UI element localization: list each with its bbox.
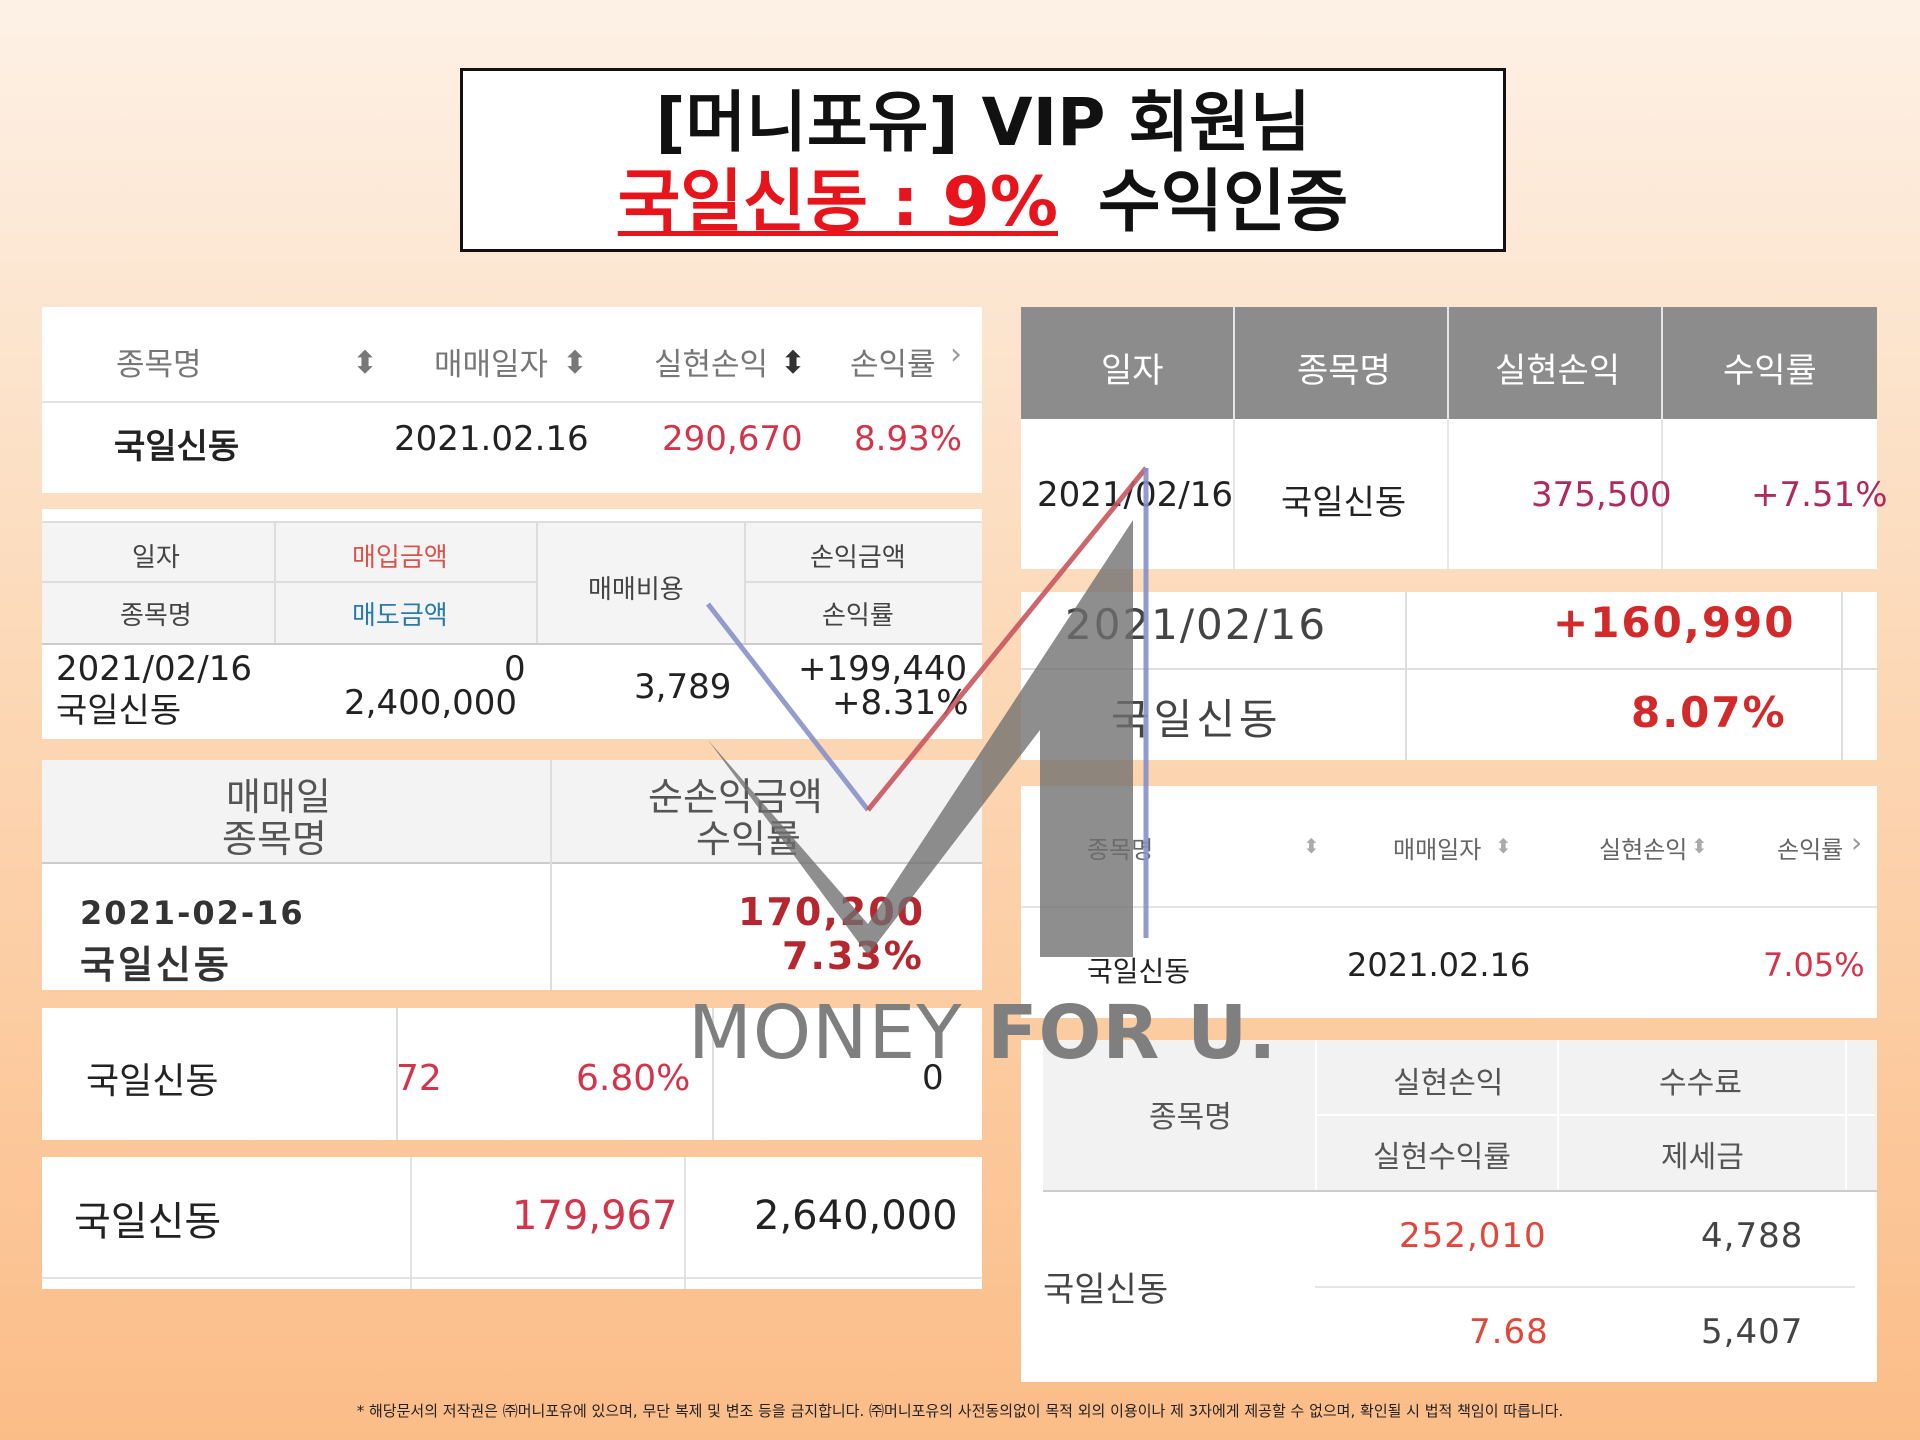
realized-pnl: 179,967: [512, 1193, 678, 1239]
chevron-right-icon[interactable]: ›: [1851, 826, 1863, 859]
value: 0: [922, 1058, 944, 1098]
header-trade-date[interactable]: 매매일자: [434, 347, 549, 383]
trade-summary-panel-a: 종목명 ⬍ 매매일자 ⬍ 실현손익 ⬍ 손익률 › 국일신동 2021.02.1…: [42, 307, 982, 493]
realized-pnl: +160,990: [1553, 598, 1796, 647]
copyright-notice: * 해당문서의 저작권은 ㈜머니포유에 있으며, 무단 복제 및 변조 등을 금…: [356, 1402, 1564, 1420]
header-realized-pnl: 실현손익: [1495, 351, 1621, 391]
title-line1: [머니포유] VIP 회원님: [655, 84, 1311, 161]
sort-icon[interactable]: ⬍: [562, 345, 588, 381]
table-header: 종목명 실현손익 수수료 실현수익률 제세금: [1043, 1040, 1877, 1192]
realized-pnl: 375,500: [1531, 475, 1672, 515]
header-return-rate: 손익률: [822, 601, 894, 631]
trade-date: 2021/02/16: [56, 649, 252, 689]
header-date: 일자: [1101, 351, 1164, 391]
header-return-rate[interactable]: 손익률: [850, 347, 936, 383]
header-return-rate: 수익률: [696, 817, 801, 861]
header-realized-pnl[interactable]: 실현손익: [654, 347, 769, 383]
trade-date: 2021.02.16: [394, 419, 589, 459]
title-line2: 국일신동 : 9% 수익인증: [463, 163, 1503, 243]
header-stock-name: 종목명: [120, 601, 192, 631]
table-header: 일자 매입금액 매매비용 손익금액 종목명 매도금액 손익률: [42, 521, 982, 645]
header-trade-date: 매매일: [226, 775, 331, 819]
realized-pnl: 252,010: [1399, 1216, 1547, 1256]
stock-name: 국일신동: [1281, 483, 1407, 523]
header-return-rate: 수익률: [1723, 351, 1817, 391]
table-header: 매매일 종목명 순손익금액 수익률: [42, 760, 982, 990]
sell-amount: 2,400,000: [344, 683, 518, 723]
title-suffix: 수익인증: [1097, 163, 1349, 242]
stock-name: 국일신동: [1087, 955, 1191, 988]
trade-summary-panel-e[interactable]: 국일신동 179,967 2,640,000: [42, 1157, 982, 1289]
trade-cost: 3,789: [634, 667, 732, 707]
title-highlight: 국일신동 : 9%: [617, 163, 1058, 242]
stock-name: 국일신동: [80, 943, 232, 987]
table-header: 일자 종목명 실현손익 수익률: [1021, 307, 1877, 419]
sort-desc-icon[interactable]: ⬍: [780, 345, 806, 381]
fee: 4,788: [1701, 1216, 1804, 1256]
stock-name: 국일신동: [86, 1061, 219, 1102]
sort-icon[interactable]: ⬍: [1303, 834, 1320, 858]
return-rate: 8.93%: [854, 419, 963, 459]
header-buy-amount: 매입금액: [352, 543, 448, 573]
trade-summary-panel-b: 일자 매입금액 매매비용 손익금액 종목명 매도금액 손익률 2021/02/1…: [42, 509, 982, 739]
sort-icon[interactable]: ⬍: [1495, 834, 1512, 858]
realized-rate: 7.68: [1469, 1312, 1549, 1352]
return-rate: 6.80%: [576, 1058, 691, 1099]
table-header: 종목명 ⬍ 매매일자 ⬍ 실현손익 ⬍ 손익률 ›: [42, 317, 982, 403]
stock-name: 국일신동: [56, 691, 182, 731]
sort-icon[interactable]: ⬍: [1691, 834, 1708, 858]
header-sell-amount: 매도금액: [352, 601, 448, 631]
header-trade-date[interactable]: 매매일자: [1393, 836, 1482, 864]
trade-date: 2021-02-16: [80, 894, 305, 932]
realized-pnl: 290,670: [662, 419, 803, 459]
header-tax: 제세금: [1661, 1140, 1744, 1175]
header-stock-name: 종목명: [222, 817, 327, 861]
return-rate: 7.33%: [782, 934, 924, 978]
tax: 5,407: [1701, 1312, 1804, 1352]
header-date: 일자: [132, 543, 180, 573]
stock-name: 국일신동: [1111, 695, 1282, 744]
header-fee: 수수료: [1659, 1066, 1742, 1101]
return-rate: +7.51%: [1751, 475, 1888, 515]
trade-date: 2021/02/16: [1065, 600, 1328, 649]
realized-pnl-partial: 72: [396, 1058, 442, 1099]
header-realized-pnl[interactable]: 실현손익: [1599, 836, 1688, 864]
header-trade-cost: 매매비용: [588, 575, 684, 605]
header-stock-name: 종목명: [1149, 1100, 1232, 1135]
trade-date: 2021.02.16: [1347, 946, 1531, 984]
header-realized-rate: 실현수익률: [1373, 1140, 1511, 1175]
title-banner: [머니포유] VIP 회원님 국일신동 : 9% 수익인증: [460, 68, 1506, 252]
return-rate: +8.31%: [832, 683, 969, 723]
header-pnl-amount: 손익금액: [810, 543, 906, 573]
chevron-right-icon[interactable]: ›: [950, 337, 962, 372]
stock-name: 국일신동: [74, 1199, 222, 1245]
return-rate: 7.05%: [1763, 946, 1865, 984]
trade-summary-panel-i: 종목명 실현손익 수수료 실현수익률 제세금 국일신동 252,010 4,78…: [1021, 1040, 1877, 1382]
buy-amount: 0: [504, 649, 526, 689]
stock-name: 국일신동: [1043, 1270, 1169, 1310]
sort-icon[interactable]: ⬍: [352, 345, 378, 381]
header-stock-name[interactable]: 종목명: [1087, 836, 1154, 864]
amount: 2,640,000: [754, 1193, 958, 1239]
header-realized-pnl: 실현손익: [1393, 1066, 1504, 1101]
net-pnl: 170,200: [738, 890, 926, 934]
trade-summary-panel-d[interactable]: 국일신동 72 6.80% 0: [42, 1008, 982, 1140]
trade-summary-panel-c: 매매일 종목명 순손익금액 수익률 2021-02-16 국일신동 170,20…: [42, 760, 982, 990]
stock-name: 국일신동: [114, 427, 240, 467]
trade-summary-panel-h: 종목명 ⬍ 매매일자 ⬍ 실현손익 ⬍ 손익률 › 국일신동 2021.02.1…: [1021, 786, 1877, 1018]
trade-summary-panel-f: 일자 종목명 실현손익 수익률 2021/02/16 국일신동 375,500 …: [1021, 307, 1888, 569]
return-rate: 8.07%: [1631, 688, 1787, 737]
header-return-rate[interactable]: 손익률: [1777, 836, 1844, 864]
trade-summary-panel-g[interactable]: 2021/02/16 +160,990 국일신동 8.07%: [1021, 592, 1877, 760]
header-stock-name: 종목명: [1297, 351, 1391, 391]
header-stock-name[interactable]: 종목명: [116, 347, 202, 383]
trade-date: 2021/02/16: [1037, 475, 1233, 515]
